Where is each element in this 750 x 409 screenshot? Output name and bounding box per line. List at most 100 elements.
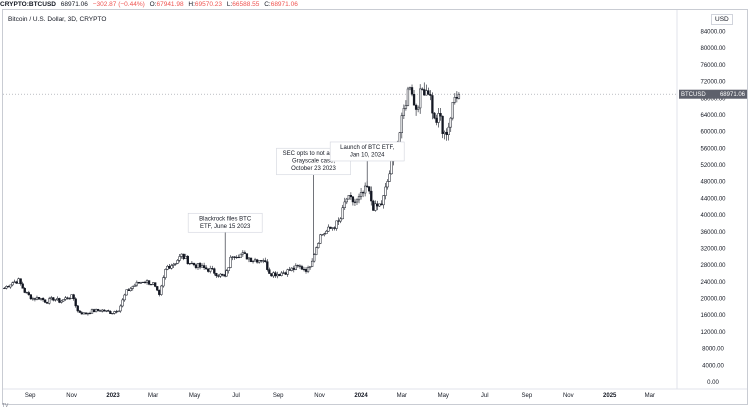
candle-body[interactable] <box>80 312 83 315</box>
candle-body[interactable] <box>237 256 240 259</box>
candle-body[interactable] <box>255 259 259 263</box>
candle-body[interactable] <box>70 294 73 299</box>
candle-body[interactable] <box>3 287 6 290</box>
candle-body[interactable] <box>331 227 334 229</box>
candle-body[interactable] <box>382 195 385 206</box>
candle-body[interactable] <box>282 272 285 274</box>
candle-body[interactable] <box>370 190 373 202</box>
candle-body[interactable] <box>205 267 208 270</box>
candle-body[interactable] <box>164 269 167 278</box>
candle-body[interactable] <box>168 265 171 269</box>
candle-body[interactable] <box>425 90 428 96</box>
candle-body[interactable] <box>184 255 187 260</box>
candle-body[interactable] <box>298 265 302 267</box>
candle-body[interactable] <box>23 288 26 293</box>
candle-body[interactable] <box>84 312 88 315</box>
candle-body[interactable] <box>117 310 120 313</box>
candle-body[interactable] <box>404 105 408 109</box>
candle-body[interactable] <box>43 299 47 303</box>
candle-body[interactable] <box>233 256 236 258</box>
candle-body[interactable] <box>455 97 459 99</box>
price-axis[interactable]: 84000.00 80000.00 76000.00 72000.00 68000.00… <box>700 30 726 387</box>
candle-body[interactable] <box>96 309 100 311</box>
candle-body[interactable] <box>7 286 10 288</box>
candle-body[interactable] <box>162 277 165 287</box>
time-axis[interactable]: Sep Nov 2023 Mar May Jul Sep Nov 2024 Mar May Jul Se… <box>25 393 655 399</box>
candle-body[interactable] <box>156 286 159 291</box>
candle-body[interactable] <box>5 286 8 289</box>
candle-body[interactable] <box>221 273 224 276</box>
candle-body[interactable] <box>333 227 336 229</box>
candle-body[interactable] <box>29 294 33 300</box>
candle-body[interactable] <box>294 265 297 270</box>
candle-body[interactable] <box>198 263 202 268</box>
candle-body[interactable] <box>264 260 267 262</box>
candle-body[interactable] <box>284 272 287 275</box>
candle-body[interactable] <box>323 233 326 235</box>
candle-body[interactable] <box>143 281 147 283</box>
candle-body[interactable] <box>123 294 126 301</box>
candle-body[interactable] <box>74 298 77 307</box>
candle-body[interactable] <box>437 113 440 123</box>
candle-body[interactable] <box>190 262 194 264</box>
candle-body[interactable] <box>310 260 314 267</box>
candle-body[interactable] <box>115 311 118 313</box>
candle-body[interactable] <box>262 260 265 262</box>
candle-body[interactable] <box>361 192 365 194</box>
candle-body[interactable] <box>125 289 128 296</box>
candle-body[interactable] <box>241 252 244 255</box>
candle-body[interactable] <box>180 253 183 257</box>
candle-body[interactable] <box>231 256 234 258</box>
candle-body[interactable] <box>217 275 220 277</box>
candle-body[interactable] <box>376 203 379 207</box>
candle-body[interactable] <box>247 257 251 260</box>
candle-body[interactable] <box>268 269 271 274</box>
candle-body[interactable] <box>433 112 436 119</box>
candle-body[interactable] <box>219 273 222 277</box>
candle-body[interactable] <box>368 186 371 192</box>
candle-body[interactable] <box>37 297 41 300</box>
candle-body[interactable] <box>345 198 348 203</box>
candle-body[interactable] <box>317 243 320 248</box>
candle-body[interactable] <box>192 262 196 266</box>
candle-body[interactable] <box>416 107 420 110</box>
candle-body[interactable] <box>72 294 75 300</box>
candle-body[interactable] <box>107 310 110 312</box>
candle-body[interactable] <box>21 283 24 289</box>
candle-body[interactable] <box>66 297 69 299</box>
candle-body[interactable] <box>257 260 261 263</box>
candle-body[interactable] <box>35 297 39 300</box>
candle-body[interactable] <box>337 220 340 222</box>
candle-body[interactable] <box>229 256 232 268</box>
candle-body[interactable] <box>429 94 432 96</box>
candle-body[interactable] <box>359 192 363 197</box>
candle-body[interactable] <box>313 254 316 262</box>
candle-body[interactable] <box>188 263 191 265</box>
candle-body[interactable] <box>351 196 355 203</box>
candle-body[interactable] <box>200 265 204 268</box>
candle-body[interactable] <box>88 312 92 315</box>
candle-body[interactable] <box>31 298 35 300</box>
candle-body[interactable] <box>182 253 185 260</box>
candle-body[interactable] <box>202 265 206 268</box>
candle-body[interactable] <box>266 261 269 270</box>
candle-body[interactable] <box>52 297 55 301</box>
candle-body[interactable] <box>213 268 216 274</box>
candle-body[interactable] <box>113 311 116 314</box>
candle-body[interactable] <box>50 297 53 300</box>
candle-body[interactable] <box>129 288 132 291</box>
candle-body[interactable] <box>58 298 61 303</box>
candle-body[interactable] <box>286 269 289 275</box>
candle-body[interactable] <box>172 264 175 266</box>
candle-body[interactable] <box>239 253 242 258</box>
candle-body[interactable] <box>443 131 446 134</box>
candle-body[interactable] <box>13 281 16 284</box>
candle-body[interactable] <box>235 256 238 259</box>
candle-body[interactable] <box>101 309 104 312</box>
candle-body[interactable] <box>386 181 389 188</box>
candle-body[interactable] <box>92 309 96 313</box>
candle-body[interactable] <box>135 281 138 286</box>
candle-body[interactable] <box>207 268 210 272</box>
candle-body[interactable] <box>133 284 136 287</box>
candle-body[interactable] <box>111 313 114 315</box>
